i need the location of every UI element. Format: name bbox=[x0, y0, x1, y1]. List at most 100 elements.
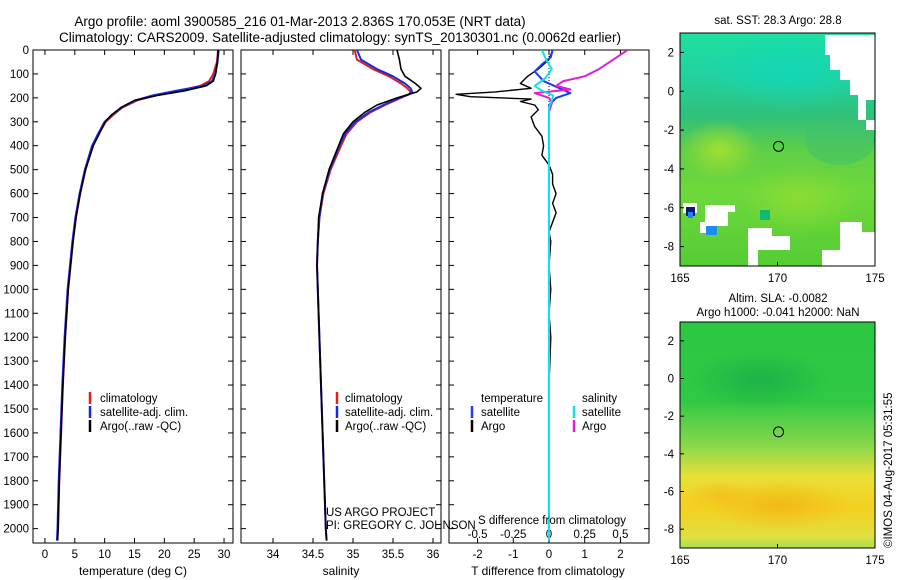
map-y-tick-label: -2 bbox=[664, 125, 674, 137]
imos-timestamp: ©IMOS 04-Aug-2017 05:31:55 bbox=[883, 392, 895, 548]
temperature-series-satellite-adj bbox=[55, 50, 220, 541]
x-tick-label: 25 bbox=[188, 549, 201, 561]
map-x-tick-label: 170 bbox=[768, 555, 787, 567]
difference-lines bbox=[455, 50, 629, 541]
project-label: US ARGO PROJECT bbox=[326, 507, 435, 519]
y-tick-label: 0 bbox=[23, 45, 29, 57]
sla-map-title: Altim. SLA: -0.0082 bbox=[728, 293, 827, 305]
map-y-tick-label: -8 bbox=[664, 242, 674, 254]
legend-label-climatology: climatology bbox=[345, 393, 403, 405]
map-y-tick-label: -6 bbox=[664, 487, 674, 499]
map-x-tick-label: 175 bbox=[865, 273, 884, 285]
y-tick-label: 800 bbox=[10, 236, 29, 248]
t-difference-xlabel: T difference from climatology bbox=[471, 564, 625, 578]
sst-map-image bbox=[680, 33, 875, 266]
map-y-tick-label: -6 bbox=[664, 203, 674, 215]
sla-map-ticks: 165 170 175 -8 -6 -4 -2 0 2 bbox=[664, 336, 885, 567]
x-tick-label: -2 bbox=[472, 549, 482, 561]
y-tick-label: 1100 bbox=[4, 308, 29, 320]
legend-label-argo: Argo(..raw -QC) bbox=[100, 421, 181, 433]
temperature-panel: 0100200300400500600700800900100011001200… bbox=[3, 45, 234, 578]
x-tick-label: 0 bbox=[42, 549, 48, 561]
map-x-tick-label: 165 bbox=[670, 273, 689, 285]
temperature-lines bbox=[55, 50, 220, 541]
difference-series-s-satellite bbox=[533, 50, 555, 541]
salinity-legend: climatology satellite-adj. clim. Argo(..… bbox=[335, 392, 433, 433]
y-tick-label: 1300 bbox=[3, 356, 29, 368]
temperature-ticks: 0100200300400500600700800900100011001200… bbox=[3, 45, 233, 561]
salinity-series-satellite-adj bbox=[316, 50, 414, 541]
sst-map-title: sat. SST: 28.3 Argo: 28.8 bbox=[714, 15, 841, 27]
salinity-series-argo bbox=[316, 50, 422, 541]
s-x-tick-label: 0.25 bbox=[574, 529, 596, 541]
salinity-xlabel: salinity bbox=[323, 564, 360, 578]
sst-map-ticks: 165 170 175 -8 -6 -4 -2 0 2 bbox=[664, 47, 885, 285]
s-x-tick-label: 0.5 bbox=[612, 529, 628, 541]
y-tick-label: 1000 bbox=[3, 284, 29, 296]
salinity-ticks: 34 34.5 35 35.5 36 bbox=[241, 49, 441, 561]
y-tick-label: 1600 bbox=[3, 428, 29, 440]
legend-title-salinity: salinity bbox=[582, 393, 617, 405]
legend-label-t-satellite: satellite bbox=[481, 407, 520, 419]
temperature-axes-frame bbox=[32, 49, 234, 544]
y-tick-label: 700 bbox=[10, 213, 29, 225]
figure-title-line1: Argo profile: aoml 3900585_216 01-Mar-20… bbox=[74, 14, 525, 29]
legend-label-t-argo: Argo bbox=[481, 421, 505, 433]
argo-position-marker-sst bbox=[773, 140, 785, 152]
salinity-lines bbox=[316, 50, 422, 541]
map-y-tick-label: -4 bbox=[664, 449, 675, 461]
salinity-series-climatology bbox=[316, 50, 412, 541]
argo-position-marker-sla bbox=[773, 426, 785, 438]
y-tick-label: 1500 bbox=[3, 404, 29, 416]
temperature-xlabel: temperature (deg C) bbox=[79, 564, 187, 578]
y-tick-label: 400 bbox=[10, 141, 29, 153]
map-x-tick-label: 170 bbox=[768, 273, 787, 285]
y-tick-label: 500 bbox=[10, 165, 29, 177]
y-tick-label: 600 bbox=[10, 189, 29, 201]
map-y-tick-label: 0 bbox=[668, 86, 674, 98]
salinity-axes-frame bbox=[240, 49, 442, 544]
legend-label-climatology: climatology bbox=[100, 393, 158, 405]
pi-label: PI: GREGORY C. JOHNSON bbox=[326, 520, 476, 532]
legend-label-satellite-adj: satellite-adj. clim. bbox=[100, 407, 188, 419]
map-x-tick-label: 165 bbox=[670, 555, 689, 567]
y-tick-label: 100 bbox=[10, 69, 29, 81]
sst-map-panel: sat. SST: 28.3 Argo: 28.8 165 170 175 -8 -6 -… bbox=[664, 15, 885, 285]
y-tick-label: 900 bbox=[10, 260, 29, 272]
y-tick-label: 1800 bbox=[3, 476, 29, 488]
x-tick-label: 35 bbox=[347, 549, 360, 561]
legend-label-satellite-adj: satellite-adj. clim. bbox=[345, 407, 433, 419]
salinity-panel: 34 34.5 35 35.5 36 salinity climatology sate… bbox=[240, 49, 476, 578]
x-tick-label: 34 bbox=[267, 549, 280, 561]
sla-map-panel: Altim. SLA: -0.0082 Argo h1000: -0.041 h… bbox=[664, 293, 885, 567]
s-difference-xlabel: S difference from climatology bbox=[478, 515, 626, 527]
difference-panel: -2 -1 0 1 2-0.5 -0.25 0 0.25 0.5 T difference fr… bbox=[448, 49, 650, 578]
map-y-tick-label: -4 bbox=[664, 164, 675, 176]
y-tick-label: 1200 bbox=[3, 332, 29, 344]
x-tick-label: 15 bbox=[128, 549, 141, 561]
map-y-tick-label: 0 bbox=[668, 374, 674, 386]
temperature-series-argo bbox=[56, 50, 219, 541]
map-y-tick-label: 2 bbox=[668, 336, 674, 348]
y-tick-label: 200 bbox=[10, 93, 29, 105]
x-tick-label: 35.5 bbox=[382, 549, 404, 561]
y-tick-label: 1900 bbox=[3, 500, 29, 512]
x-tick-label: -1 bbox=[508, 549, 518, 561]
legend-label-s-satellite: satellite bbox=[582, 407, 621, 419]
map-y-tick-label: -8 bbox=[664, 524, 674, 536]
map-x-tick-label: 175 bbox=[865, 555, 884, 567]
map-y-tick-label: 2 bbox=[668, 47, 674, 59]
x-tick-label: 1 bbox=[582, 549, 588, 561]
x-tick-label: 0 bbox=[546, 549, 552, 561]
x-tick-label: 10 bbox=[98, 549, 111, 561]
x-tick-label: 34.5 bbox=[302, 549, 324, 561]
y-tick-label: 300 bbox=[10, 117, 29, 129]
x-tick-label: 20 bbox=[158, 549, 171, 561]
y-tick-label: 2000 bbox=[3, 524, 29, 536]
difference-ticks: -2 -1 0 1 2-0.5 -0.25 0 0.25 0.5 bbox=[449, 49, 649, 561]
y-tick-label: 1400 bbox=[3, 380, 29, 392]
sla-map-subtitle: Argo h1000: -0.041 h2000: NaN bbox=[696, 307, 859, 319]
sla-map-image bbox=[680, 322, 875, 548]
x-tick-label: 36 bbox=[427, 549, 440, 561]
